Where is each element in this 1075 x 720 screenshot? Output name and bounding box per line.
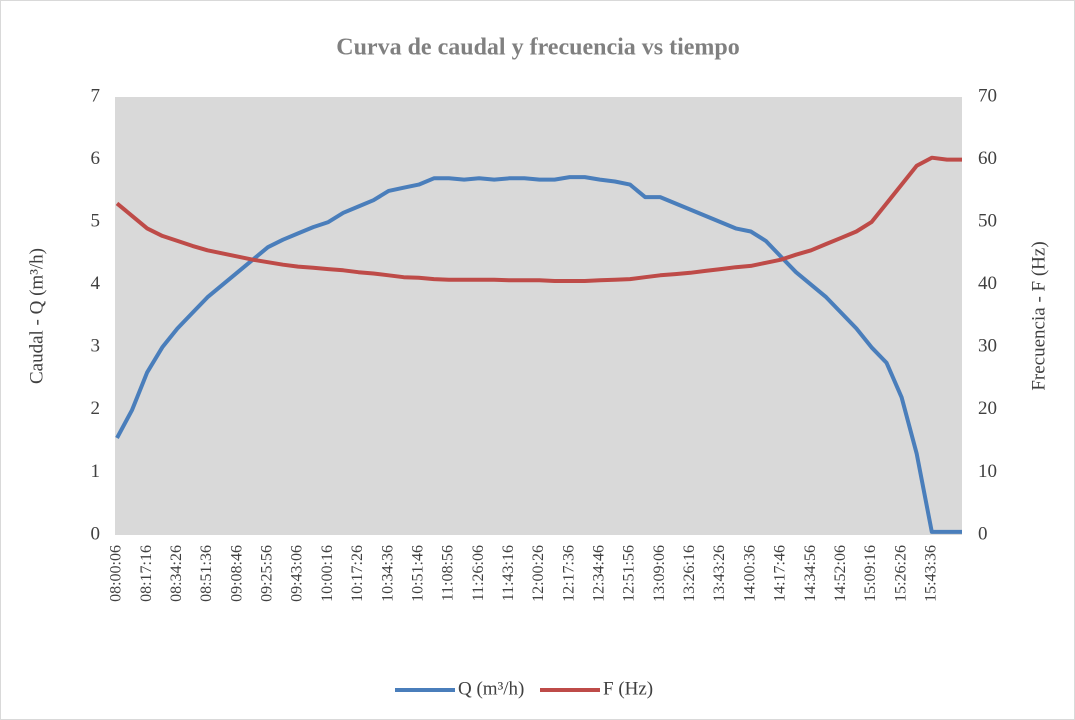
x-tick-label: 09:25:56 <box>259 545 276 602</box>
x-tick-label: 10:51:46 <box>409 545 426 602</box>
legend-label: Q (m³/h) <box>458 678 524 699</box>
x-tick-label: 13:26:16 <box>681 545 698 602</box>
series-line <box>115 175 962 534</box>
y-tick-label: 0 <box>91 523 101 544</box>
y-tick-label: 5 <box>91 211 101 232</box>
y-tick-label: 2 <box>91 398 101 419</box>
x-tick-label: 10:00:16 <box>319 545 336 602</box>
y2-tick-label: 10 <box>978 461 997 482</box>
y2-tick-label: 50 <box>978 211 997 232</box>
x-tick-label: 08:00:06 <box>108 545 125 602</box>
x-tick-label: 15:09:16 <box>862 545 879 602</box>
x-tick-label: 13:09:06 <box>651 545 668 602</box>
y2-tick-label: 0 <box>978 523 988 544</box>
x-tick-label: 11:43:16 <box>500 545 517 601</box>
x-tick-label: 08:17:16 <box>138 545 155 602</box>
chart-title: Curva de caudal y frecuencia vs tiempo <box>336 35 740 61</box>
plot-area <box>115 97 962 535</box>
y2-tick-label: 20 <box>978 398 997 419</box>
y-axis-title: Caudal - Q (m³/h) <box>26 248 47 384</box>
series-line <box>115 155 962 283</box>
x-tick-label: 12:00:26 <box>530 545 547 602</box>
x-tick-label: 11:26:06 <box>470 545 487 601</box>
x-tick-label: 12:17:36 <box>560 545 577 602</box>
x-tick-label: 14:00:36 <box>741 545 758 602</box>
y2-tick-label: 30 <box>978 336 997 357</box>
x-tick-label: 08:34:26 <box>168 545 185 602</box>
x-tick-label: 14:34:56 <box>802 545 819 602</box>
x-tick-label: 09:08:46 <box>228 545 245 602</box>
x-tick-label: 14:17:46 <box>772 545 789 602</box>
y-tick-label: 4 <box>91 273 101 294</box>
x-tick-label: 10:34:36 <box>379 545 396 602</box>
x-tick-label: 15:26:26 <box>892 545 909 602</box>
x-tick-label: 12:51:56 <box>621 545 638 602</box>
x-tick-label: 12:34:46 <box>591 545 608 602</box>
y-tick-label: 7 <box>91 85 101 106</box>
y2-tick-label: 40 <box>978 273 997 294</box>
y2-tick-label: 60 <box>978 148 997 169</box>
legend-label: F (Hz) <box>603 678 653 699</box>
y2-tick-label: 70 <box>978 85 997 106</box>
x-tick-label: 10:17:26 <box>349 545 366 602</box>
x-tick-label: 13:43:26 <box>711 545 728 602</box>
y-tick-label: 6 <box>91 148 101 169</box>
y-tick-label: 1 <box>91 461 101 482</box>
x-tick-label: 15:43:36 <box>922 545 939 602</box>
y-tick-label: 3 <box>91 336 101 357</box>
x-tick-label: 08:51:36 <box>198 545 215 602</box>
x-tick-label: 09:43:06 <box>289 545 306 602</box>
y2-axis-title: Frecuencia - F (Hz) <box>1028 241 1049 390</box>
x-tick-label: 14:52:06 <box>832 545 849 602</box>
x-tick-label: 11:08:56 <box>440 545 457 601</box>
